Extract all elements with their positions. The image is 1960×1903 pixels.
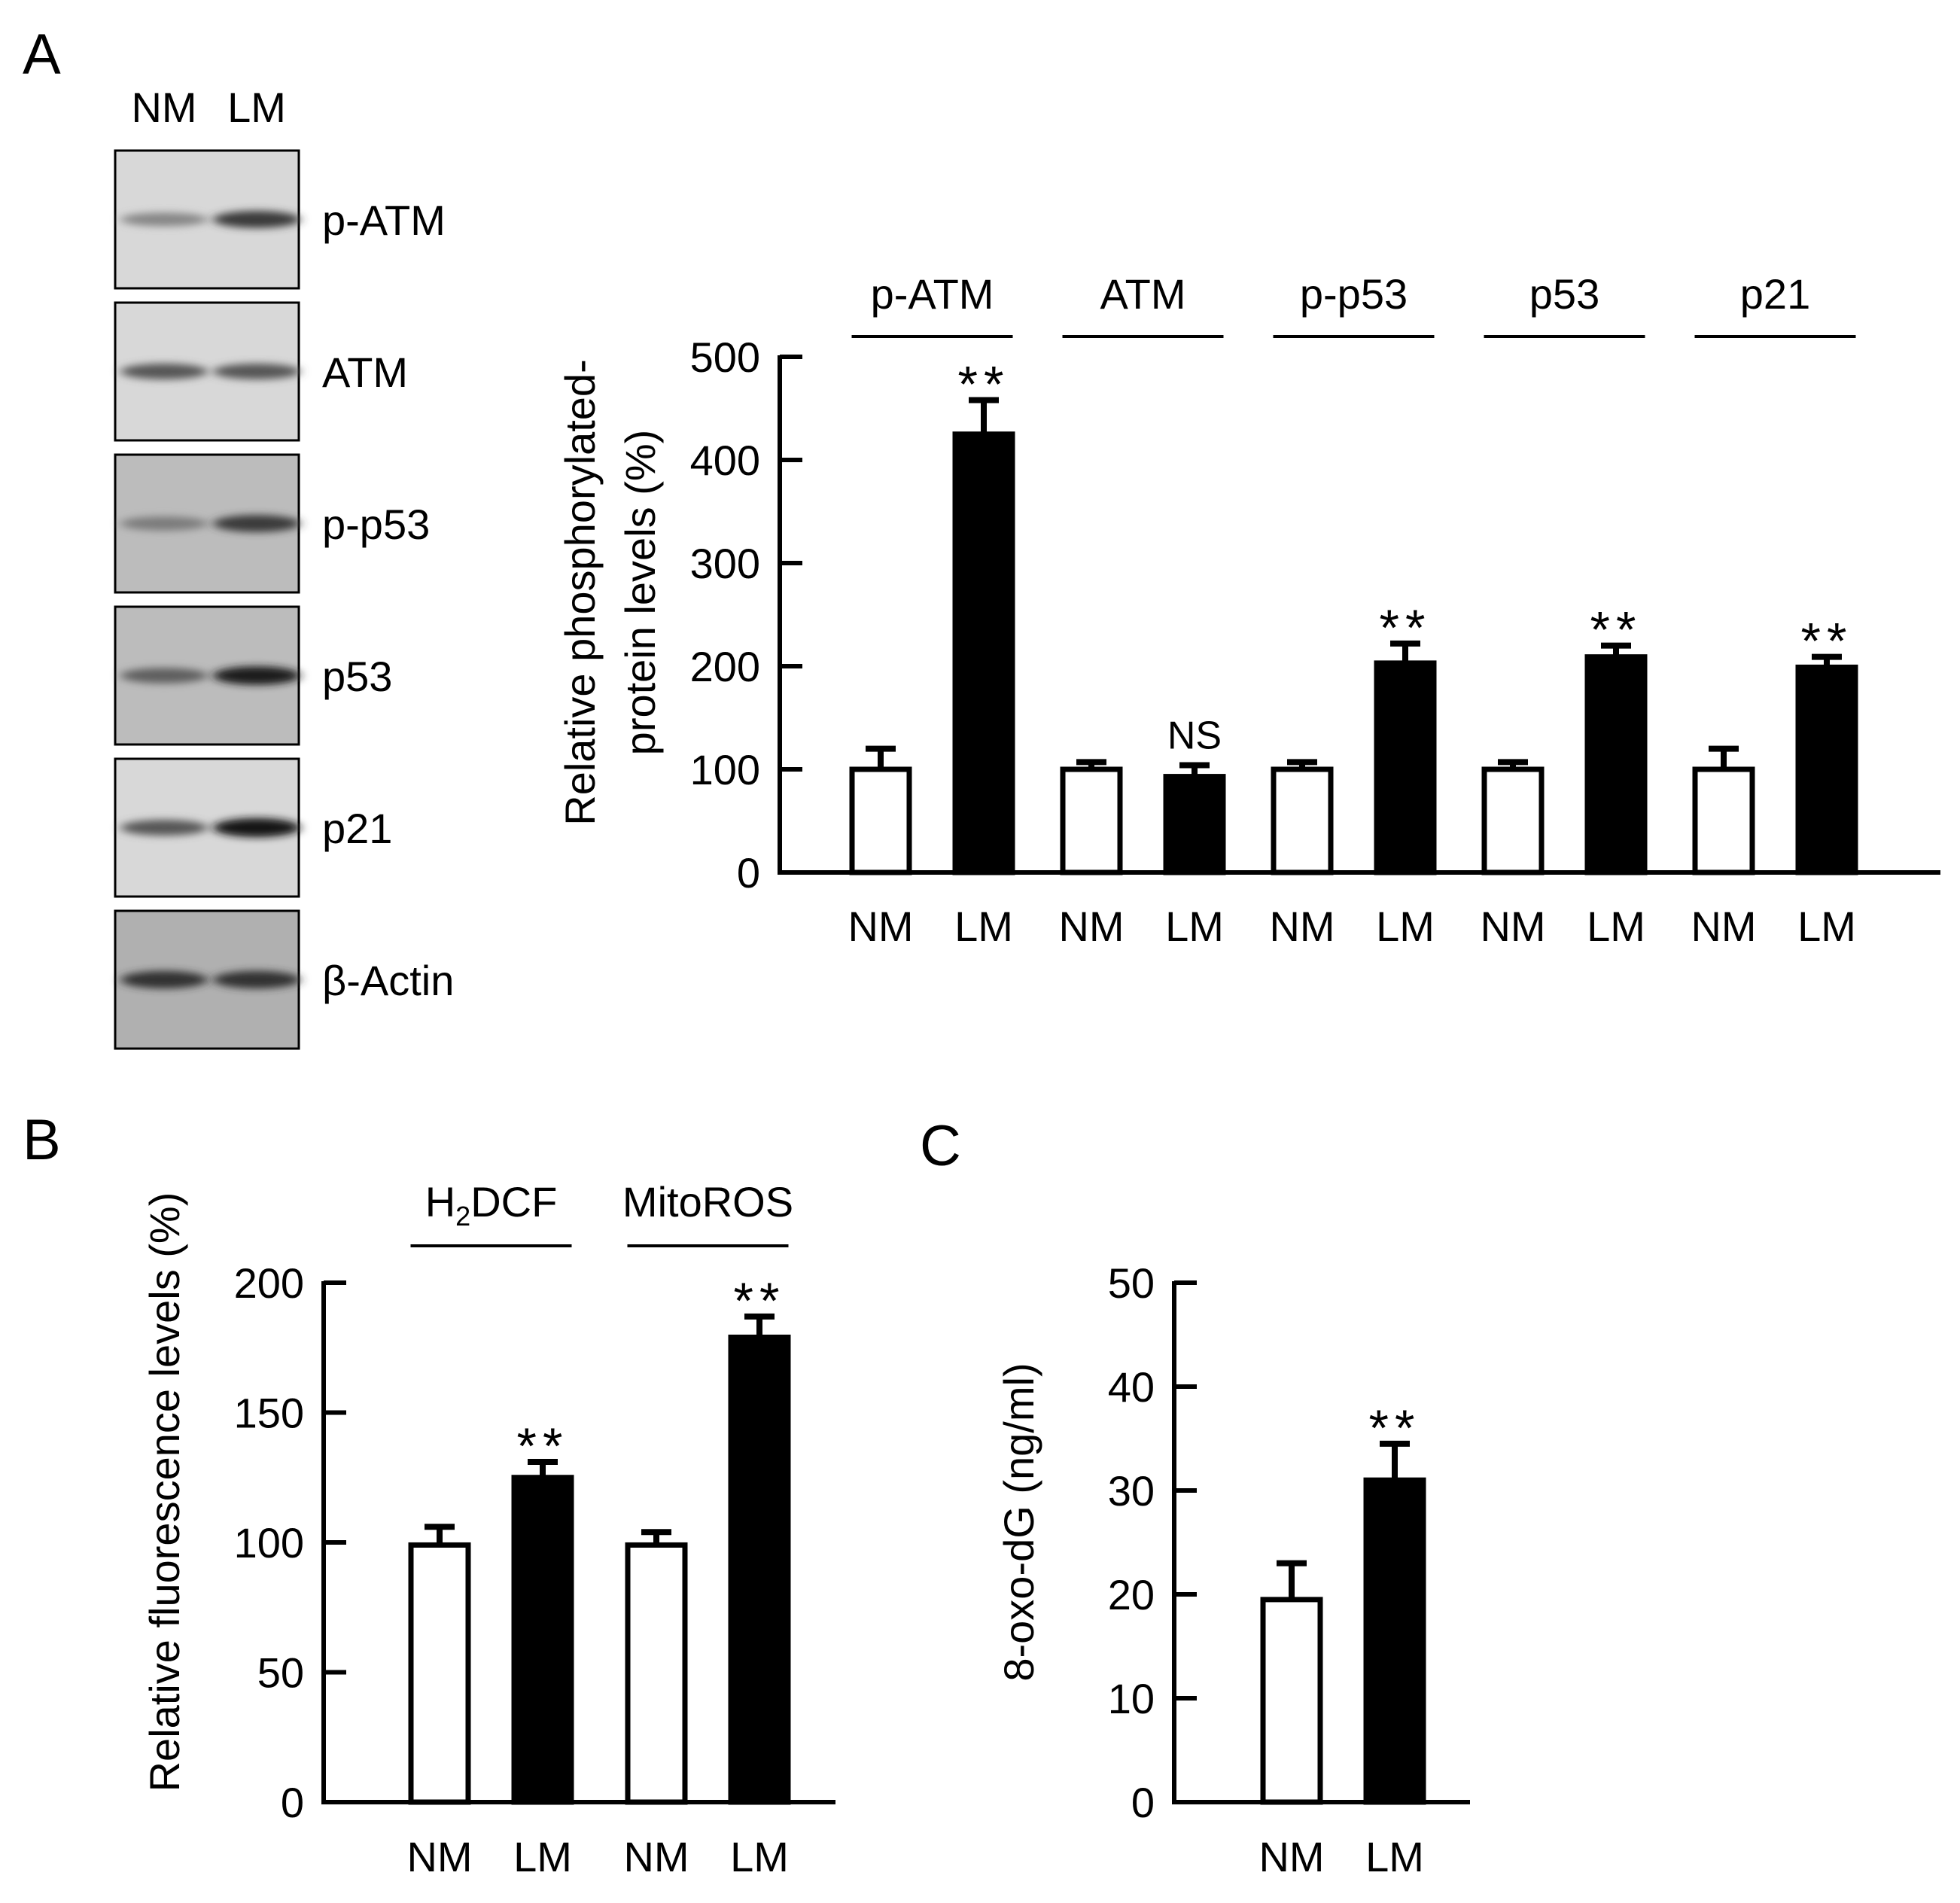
y-tick-label-c: 40 — [1108, 1363, 1155, 1411]
x-label-h2dcf-lm: LM — [513, 1833, 572, 1880]
band-beta-actin-nm — [120, 970, 208, 989]
y-tick-label-b: 150 — [234, 1390, 304, 1437]
group-header-atm: ATM — [1100, 270, 1185, 318]
group-header-p21: p21 — [1740, 270, 1810, 318]
y-tick-label-b: 50 — [257, 1649, 304, 1697]
lane-label-nm: NM — [131, 84, 196, 131]
y-tick-label-c: 10 — [1108, 1675, 1155, 1722]
bar-mitoros-lm — [728, 1334, 791, 1805]
y-tick-label-a: 0 — [737, 849, 760, 897]
band-p21-nm — [120, 819, 208, 836]
blot-label-p53: p53 — [322, 653, 392, 700]
group-header-rest: DCF — [470, 1178, 557, 1226]
x-label-atm-nm: NM — [1058, 903, 1124, 950]
band-beta-actin-lm — [213, 970, 300, 989]
x-label-p-p53-nm: NM — [1269, 903, 1335, 950]
group-header-h2dcf: H2DCF — [425, 1178, 558, 1232]
band-p-atm-lm — [213, 211, 300, 228]
y-tick-label-c: 20 — [1108, 1571, 1155, 1618]
significance-p-atm: ** — [958, 356, 1010, 413]
x-label-p-p53-lm: LM — [1376, 903, 1435, 950]
bar-p21-nm — [1692, 766, 1755, 875]
y-tick-label-a: 500 — [690, 333, 760, 381]
x-label-mitoros-lm: LM — [730, 1833, 789, 1880]
y-axis-label-c: 8-oxo-dG (ng/ml) — [995, 1363, 1042, 1681]
lane-label-lm: LM — [227, 84, 286, 131]
blot-label-beta-actin: β-Actin — [322, 957, 454, 1004]
x-label-p53-nm: NM — [1480, 903, 1545, 950]
x-label-h2dcf-nm: NM — [406, 1833, 472, 1880]
y-tick-label-b: 200 — [234, 1259, 304, 1307]
bar-p-atm-nm — [849, 766, 912, 875]
group-header-main: H — [425, 1178, 455, 1226]
group-header-p-p53: p-p53 — [1300, 270, 1408, 318]
group-header-p53: p53 — [1529, 270, 1599, 318]
panel-label-c: C — [920, 1114, 961, 1178]
chart-a-phosphorylated-protein: 0 100 200 300 400 500 Relative phosphorylated-… — [556, 270, 1940, 950]
group-header-subscript: 2 — [455, 1201, 470, 1232]
bar-p-p53-nm — [1271, 766, 1334, 875]
significance-group0: ** — [1369, 1399, 1421, 1457]
significance-atm: NS — [1167, 714, 1222, 758]
x-label-p53-lm: LM — [1587, 903, 1645, 950]
panel-label-b: B — [23, 1108, 61, 1172]
band-p53-lm — [213, 666, 300, 685]
band-p21-lm — [213, 818, 300, 838]
bar-p53-lm — [1584, 654, 1648, 875]
significance-p21: ** — [1801, 613, 1853, 670]
band-p-p53-nm — [120, 516, 208, 531]
x-label-group0-nm: NM — [1258, 1833, 1324, 1880]
y-tick-label-c: 50 — [1108, 1259, 1155, 1307]
band-atm-nm — [120, 363, 208, 380]
bar-p21-lm — [1795, 664, 1858, 875]
band-p-p53-lm — [213, 515, 300, 532]
y-tick-label-a: 100 — [690, 746, 760, 793]
bar-p-atm-lm — [952, 431, 1015, 875]
bar-mitoros-nm — [625, 1542, 688, 1805]
y-tick-label-a: 300 — [690, 540, 760, 587]
x-label-group0-lm: LM — [1365, 1833, 1424, 1880]
x-label-atm-lm: LM — [1165, 903, 1224, 950]
significance-p-p53: ** — [1380, 599, 1432, 656]
bar-atm-lm — [1163, 774, 1226, 875]
bar-h2dcf-nm — [408, 1542, 471, 1805]
y-tick-label-b: 0 — [281, 1779, 304, 1826]
blot-label-p21: p21 — [322, 805, 392, 852]
x-label-p-atm-nm: NM — [848, 903, 913, 950]
chart-b-fluorescence: 0 50 100 150 200 Relative fluorescence levels… — [141, 1178, 835, 1880]
bar-p53-nm — [1481, 766, 1545, 875]
group-header-mitoros: MitoROS — [622, 1178, 793, 1226]
bar-p-p53-lm — [1374, 660, 1437, 875]
significance-h2dcf: ** — [517, 1417, 569, 1475]
y-axis-label-a: protein levels (%) — [616, 430, 664, 756]
x-label-p-atm-lm: LM — [954, 903, 1013, 950]
y-tick-label-a: 400 — [690, 437, 760, 484]
blot-label-p-atm: p-ATM — [322, 196, 446, 244]
x-label-mitoros-nm: NM — [623, 1833, 689, 1880]
y-tick-label-b: 100 — [234, 1519, 304, 1567]
chart-c-8-oxo-dg: 0 10 20 30 40 50 8-oxo-dG (ng/ml) NM LM ** — [995, 1259, 1470, 1880]
y-tick-label-a: 200 — [690, 643, 760, 690]
y-tick-label-c: 30 — [1108, 1467, 1155, 1515]
band-p-atm-nm — [120, 212, 208, 227]
bar-group0-nm — [1260, 1597, 1323, 1805]
panel-label-a: A — [23, 23, 61, 87]
y-tick-label-c: 0 — [1131, 1779, 1155, 1826]
band-atm-lm — [213, 363, 300, 380]
bar-h2dcf-lm — [511, 1475, 574, 1805]
y-axis-label-a: Relative phosphorylated- — [556, 359, 604, 825]
band-p53-nm — [120, 668, 208, 684]
bar-atm-nm — [1060, 766, 1123, 875]
significance-p53: ** — [1590, 601, 1642, 659]
western-blot: NM LM p-ATM ATM p-p53 p53 p21 β-Actin — [114, 84, 454, 1050]
significance-mitoros: ** — [734, 1272, 786, 1329]
y-axis-label-b: Relative fluorescence levels (%) — [141, 1192, 188, 1792]
x-label-p21-lm: LM — [1797, 903, 1856, 950]
group-header-p-atm: p-ATM — [871, 270, 994, 318]
blot-label-atm: ATM — [322, 349, 408, 396]
bar-group0-lm — [1363, 1477, 1426, 1805]
x-label-p21-nm: NM — [1691, 903, 1756, 950]
blot-label-p-p53: p-p53 — [322, 501, 430, 548]
